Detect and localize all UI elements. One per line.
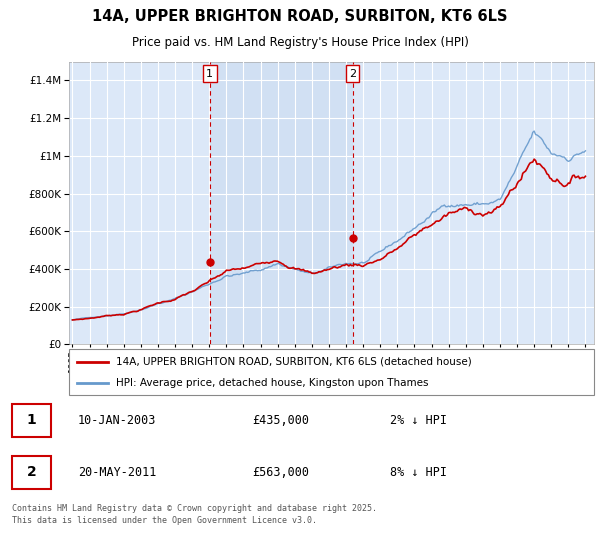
Text: 2: 2: [26, 465, 37, 479]
Text: 10-JAN-2003: 10-JAN-2003: [78, 414, 157, 427]
Text: 20-MAY-2011: 20-MAY-2011: [78, 466, 157, 479]
Text: HPI: Average price, detached house, Kingston upon Thames: HPI: Average price, detached house, King…: [116, 378, 429, 388]
Text: £563,000: £563,000: [252, 466, 309, 479]
FancyBboxPatch shape: [69, 349, 594, 395]
Text: 14A, UPPER BRIGHTON ROAD, SURBITON, KT6 6LS: 14A, UPPER BRIGHTON ROAD, SURBITON, KT6 …: [92, 9, 508, 24]
Text: Price paid vs. HM Land Registry's House Price Index (HPI): Price paid vs. HM Land Registry's House …: [131, 36, 469, 49]
Text: 1: 1: [26, 413, 37, 427]
Text: 2% ↓ HPI: 2% ↓ HPI: [390, 414, 447, 427]
Text: £435,000: £435,000: [252, 414, 309, 427]
Text: 2: 2: [349, 69, 356, 78]
Bar: [210, 62, 353, 344]
Text: 1: 1: [206, 69, 213, 78]
FancyBboxPatch shape: [12, 404, 51, 437]
Text: 14A, UPPER BRIGHTON ROAD, SURBITON, KT6 6LS (detached house): 14A, UPPER BRIGHTON ROAD, SURBITON, KT6 …: [116, 357, 472, 367]
Text: Contains HM Land Registry data © Crown copyright and database right 2025.
This d: Contains HM Land Registry data © Crown c…: [12, 504, 377, 525]
FancyBboxPatch shape: [12, 456, 51, 489]
Text: 8% ↓ HPI: 8% ↓ HPI: [390, 466, 447, 479]
